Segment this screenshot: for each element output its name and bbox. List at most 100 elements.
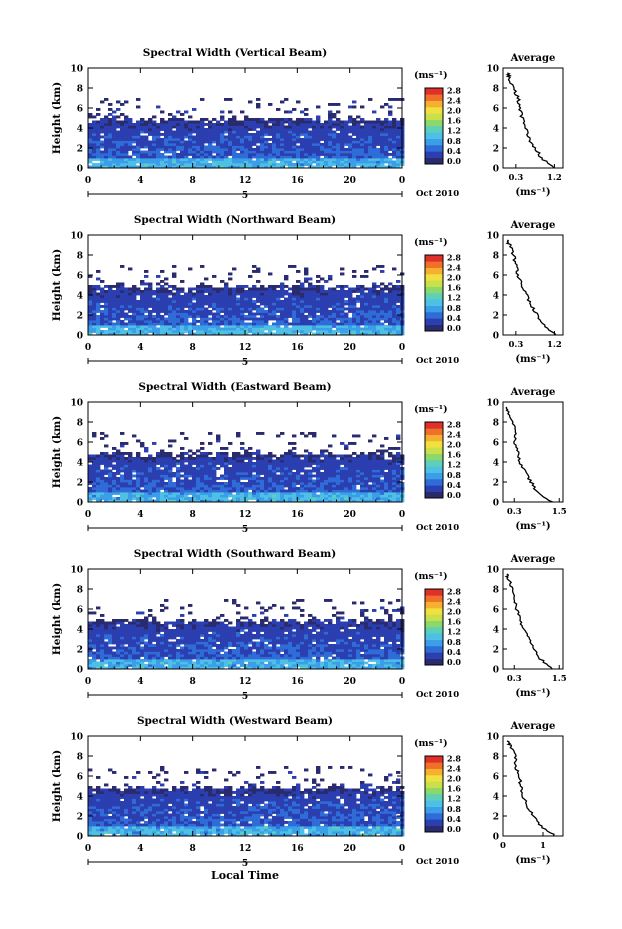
heatmap-cell [172,143,177,146]
heatmap-cell [96,138,101,141]
heatmap-cell [264,138,269,141]
heatmap-cell [112,290,117,293]
heatmap-cell [324,153,329,156]
heatmap-cell [344,317,349,321]
heatmap-cell [300,143,305,146]
heatmap-cell [320,330,325,333]
x-tick-label: 16 [291,343,304,353]
heatmap-cell [392,494,397,498]
heatmap-cell [364,467,369,470]
heatmap-cell [388,105,393,109]
heatmap-cell [212,138,217,141]
heatmap-cell [232,295,237,298]
heatmap-cell [136,317,141,321]
heatmap-cell [240,300,245,303]
heatmap-cell [92,125,97,129]
heatmap-cell [312,300,317,303]
heatmap-cell [380,160,385,164]
heatmap-cell [172,494,177,498]
heatmap-cell [372,317,377,321]
heatmap-cell [148,499,153,503]
heatmap-cell [116,163,121,166]
heatmap-cell [256,98,261,101]
heatmap-cell [256,494,261,498]
heatmap-cell [320,474,325,478]
heatmap-cell [196,332,201,336]
heatmap-cell [288,462,293,465]
heatmap-cell [244,452,249,455]
heatmap-cell [332,292,337,296]
heatmap-cell [272,133,277,136]
heatmap-cell [384,320,389,323]
heatmap-cell [356,494,361,498]
heatmap-cell [280,320,285,323]
heatmap-cell [376,484,381,488]
heatmap-cell [216,439,221,443]
heatmap-cell [216,310,221,313]
heatmap-cell [104,494,109,498]
heatmap-cell [104,489,109,493]
heatmap-cell [336,150,341,154]
heatmap-cell [228,307,233,311]
heatmap-cell [152,317,157,321]
heatmap-cell [292,477,297,480]
heatmap-cell [380,449,385,453]
heatmap-cell [268,155,273,159]
heatmap-cell [144,317,149,321]
heatmap-cell [344,285,349,288]
heatmap-cell [224,163,229,166]
heatmap-cell [260,332,265,336]
heatmap-cell [252,482,257,485]
heatmap-cell [120,145,125,149]
heatmap-cell [340,320,345,323]
heatmap-cell [364,138,369,141]
heatmap-cell [248,484,253,488]
heatmap-cell [264,133,269,136]
heatmap-cell [260,312,265,316]
heatmap-cell [144,163,149,166]
heatmap-cell [340,474,345,478]
heatmap-cell [96,497,101,500]
heatmap-cell [216,489,221,493]
heatmap-cell [92,497,97,500]
heatmap-cell [272,165,277,169]
heatmap-cell [168,482,173,485]
heatmap-cell [300,462,305,465]
heatmap-cell [368,130,373,134]
heatmap-cell [224,290,229,293]
heatmap-cell [204,133,209,136]
heatmap-cell [132,292,137,296]
heatmap-cell [116,467,121,470]
heatmap-cell [116,464,121,468]
heatmap-cell [320,123,325,126]
heatmap-cell [168,469,173,473]
heatmap-cell [132,469,137,473]
heatmap-cell [300,474,305,478]
heatmap-cell [300,297,305,301]
heatmap-cell [284,153,289,156]
heatmap-cell [372,305,377,308]
heatmap-cell [232,484,237,488]
heatmap-cell [288,477,293,480]
heatmap-cell [392,120,397,124]
heatmap-cell [176,158,181,161]
heatmap-cell [92,158,97,161]
heatmap-cell [392,484,397,488]
heatmap-cell [316,295,321,298]
heatmap-cell [192,497,197,500]
heatmap-cell [108,482,113,485]
colorbar-tick-label: 1.6 [447,450,461,460]
heatmap-cell [212,307,217,311]
heatmap-cell [360,163,365,166]
heatmap-cell [384,462,389,465]
heatmap-cell [376,302,381,306]
heatmap-cell [224,292,229,296]
heatmap-cell [272,482,277,485]
heatmap-cell [388,489,393,493]
heatmap-cell [304,482,309,485]
heatmap-cell [120,432,125,435]
heatmap-cell [376,165,381,169]
heatmap-cell [208,332,213,336]
heatmap-cell [116,300,121,303]
heatmap-cell [364,494,369,498]
